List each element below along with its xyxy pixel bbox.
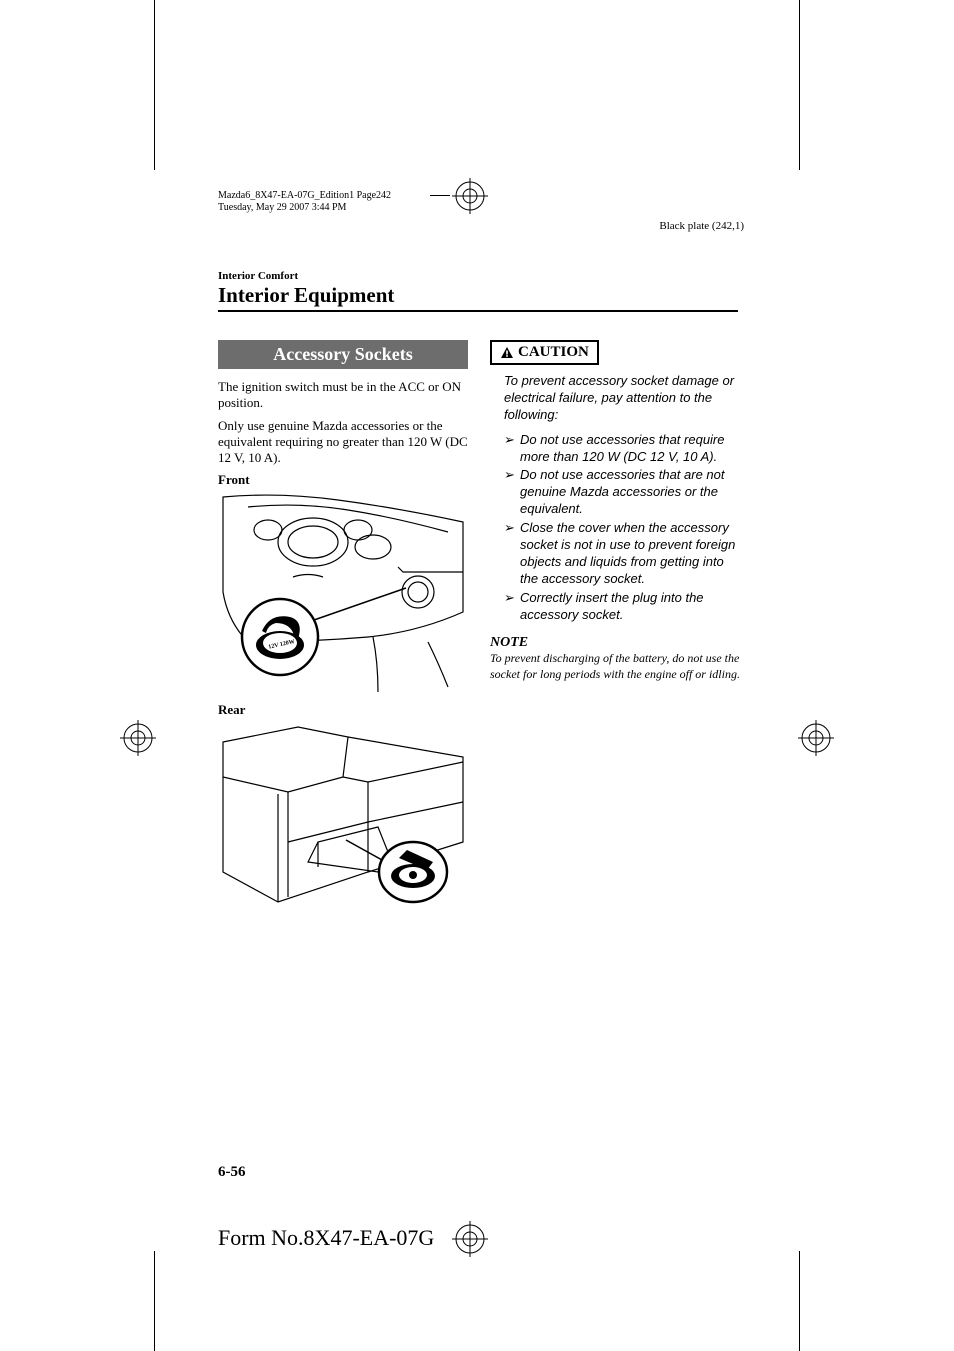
- crop-mark: [154, 0, 155, 170]
- body-paragraph: The ignition switch must be in the ACC o…: [218, 379, 468, 412]
- crop-mark: [154, 1251, 155, 1351]
- registration-mark-icon: [452, 1221, 488, 1257]
- caution-intro: To prevent accessory socket damage or el…: [490, 373, 740, 424]
- crop-mark: [430, 195, 450, 196]
- registration-mark-icon: [452, 178, 488, 214]
- page-number: 6-56: [218, 1164, 246, 1181]
- left-column: Accessory Sockets The ignition switch mu…: [218, 340, 468, 932]
- caution-item: Do not use accessories that are not genu…: [504, 467, 740, 518]
- illustration-label-front: Front: [218, 472, 468, 488]
- caution-list: Do not use accessories that require more…: [490, 432, 740, 624]
- warning-triangle-icon: [500, 346, 514, 360]
- meta-line: Mazda6_8X47-EA-07G_Edition1 Page242: [218, 190, 391, 202]
- crop-mark: [799, 0, 800, 170]
- registration-mark-icon: [120, 720, 156, 756]
- caution-heading-box: CAUTION: [490, 340, 599, 365]
- caution-label: CAUTION: [518, 344, 589, 361]
- crop-mark: [799, 1251, 800, 1351]
- note-body: To prevent discharging of the battery, d…: [490, 651, 740, 682]
- form-number: Form No.8X47-EA-07G: [218, 1225, 434, 1251]
- note-heading: NOTE: [490, 635, 740, 651]
- section-supertitle: Interior Comfort: [218, 270, 298, 282]
- black-plate-label: Black plate (242,1): [659, 220, 744, 232]
- front-socket-illustration: 12V 120W: [218, 492, 468, 692]
- illustration-label-rear: Rear: [218, 702, 468, 718]
- registration-mark-icon: [798, 720, 834, 756]
- header-meta: Mazda6_8X47-EA-07G_Edition1 Page242 Tues…: [218, 190, 391, 214]
- caution-item: Close the cover when the accessory socke…: [504, 520, 740, 588]
- title-rule: [218, 310, 738, 312]
- right-column: CAUTION To prevent accessory socket dama…: [490, 340, 740, 683]
- section-title: Interior Equipment: [218, 283, 394, 308]
- topic-banner: Accessory Sockets: [218, 340, 468, 369]
- caution-item: Do not use accessories that require more…: [504, 432, 740, 466]
- caution-item: Correctly insert the plug into the acces…: [504, 590, 740, 624]
- meta-line: Tuesday, May 29 2007 3:44 PM: [218, 202, 391, 214]
- manual-page: Mazda6_8X47-EA-07G_Edition1 Page242 Tues…: [0, 0, 954, 1351]
- body-paragraph: Only use genuine Mazda accessories or th…: [218, 418, 468, 467]
- rear-socket-illustration: [218, 722, 468, 922]
